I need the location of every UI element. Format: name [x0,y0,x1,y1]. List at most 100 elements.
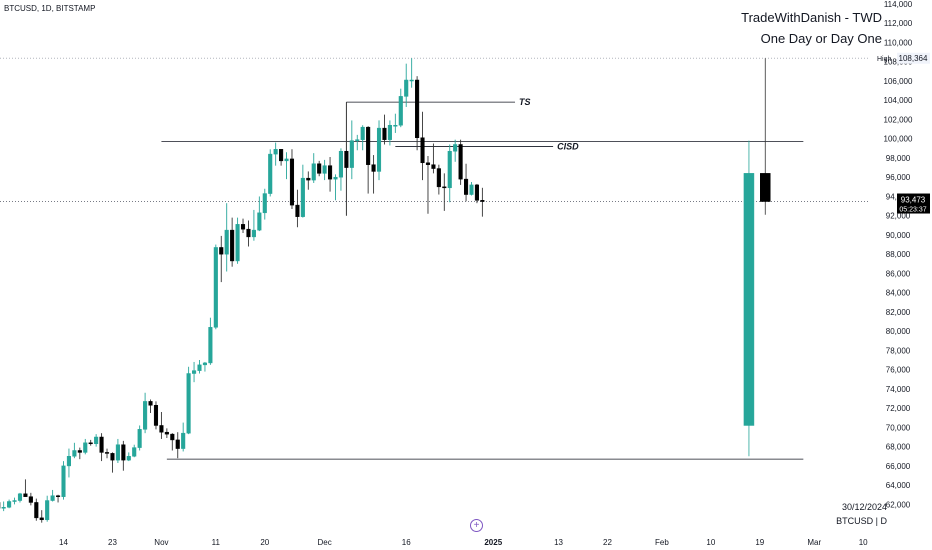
candle-body [257,212,262,231]
candle-body [17,493,23,501]
candle-body [480,200,485,202]
candle-body [760,173,771,202]
y-tick-label: 78,000 [886,346,911,355]
y-tick-label: 82,000 [886,308,911,317]
x-tick-label: 10 [706,538,715,547]
candle-body [72,450,77,457]
y-tick-label: 64,000 [886,481,911,490]
candle-body [110,453,115,461]
candle-body [83,442,88,453]
y-tick-label: 88,000 [886,250,911,259]
candle-body [458,144,463,180]
y-tick-label: 90,000 [886,231,911,240]
candle-body [12,500,17,502]
candle-body [442,186,447,189]
candle-body [371,164,376,172]
candle-body [94,436,99,445]
candle-body [88,442,93,445]
candle-body [164,431,169,435]
candle-body [148,401,153,406]
y-tick-label: 114,000 [884,0,913,9]
y-tick-label: 112,000 [884,19,913,28]
candle-body [99,436,104,453]
candle-body [436,168,441,188]
candle-body [322,165,327,174]
candle-body [447,150,452,189]
candle-body [268,153,273,194]
candle-body [317,163,322,174]
candle-body [453,144,458,152]
x-tick-label: Nov [154,538,168,547]
candle-body [170,433,175,441]
candle-body [474,184,479,201]
candle-body [328,165,333,180]
candle-body [77,450,82,453]
y-tick-label: 98,000 [886,154,911,163]
y-tick-label: 76,000 [886,366,911,375]
candle-body [393,124,398,127]
current-countdown-label: 05:23:37 [899,207,926,214]
candle-body [153,405,159,426]
high-tag-label: High [877,56,892,63]
candle-body [284,158,289,162]
x-tick-label: 19 [755,538,764,547]
high-price-label: 108,364 [899,54,928,63]
candle-body [175,439,180,449]
x-tick-label: Dec [318,538,332,547]
candle-body [376,127,382,172]
y-tick-label: 68,000 [886,443,911,452]
plus-circle-icon[interactable]: + [470,519,483,532]
candle-body [39,517,44,521]
candle-body [56,495,61,497]
y-tick-label: 96,000 [886,173,911,182]
candle-body [431,164,436,169]
candle-body [338,150,343,178]
x-tick-label: 23 [108,538,117,547]
candle-body [230,229,235,262]
candle-body [137,429,142,448]
symbol-header: BTCUSD, 1D, BITSTAMP [4,4,96,13]
candle-body [289,158,295,206]
candle-body [240,224,246,230]
candle-body [398,96,403,126]
candle-body [1,507,6,509]
y-tick-label: 92,000 [886,212,911,221]
y-tick-label: 100,000 [884,135,913,144]
current-price-label: 93,473 [901,196,926,205]
candle-body [251,229,256,238]
candle-body [115,444,120,461]
candle-body [224,229,229,255]
high-price-box [897,52,930,64]
candle-body [186,373,191,434]
candle-body [23,493,28,497]
candle-body [7,501,12,508]
candle-body [132,447,137,457]
candle-body [420,137,425,164]
x-tick-label: 22 [603,538,612,547]
x-tick-label: 13 [554,538,563,547]
brand-subtitle: One Day or Day One [760,31,882,46]
candle-body [300,177,305,217]
candle-body [415,79,420,139]
candle-body [262,193,267,214]
candle-body [404,79,409,97]
y-tick-label: 80,000 [886,327,911,336]
x-tick-label: 16 [402,538,411,547]
candle-body [192,370,197,374]
candle-body [469,184,474,195]
candle-body [333,176,338,180]
cisd-line-label: CISD [557,141,579,151]
candle-body [28,496,33,503]
x-tick-label: 11 [212,538,221,547]
candle-body [743,173,755,426]
ts-line-label: TS [519,97,531,107]
candle-body [208,327,213,364]
y-tick-label: 84,000 [886,289,911,298]
candle-body [295,204,300,217]
candle-body [121,444,126,461]
current-price-box [897,193,930,214]
candle-body [273,149,278,155]
candle-body [279,149,284,162]
candle-body [311,163,316,181]
